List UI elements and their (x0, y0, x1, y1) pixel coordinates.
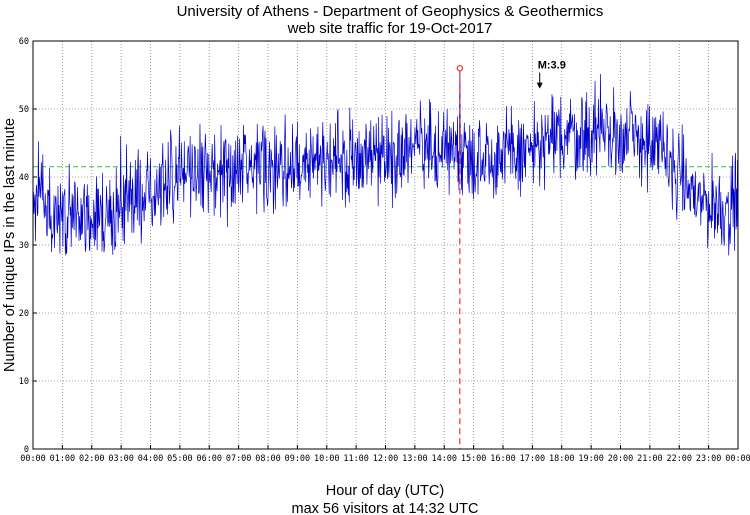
y-tick-labels: 0 10 20 30 40 50 60 (19, 37, 37, 455)
x-tick-label: 21:00 (637, 454, 663, 464)
x-tick-label: 02:00 (79, 454, 105, 464)
x-tick-label: 12:00 (373, 454, 399, 464)
x-tick-label: 11:00 (343, 454, 369, 464)
x-tick-label: 16:00 (490, 454, 516, 464)
annotation-label: M:3.9 (538, 60, 566, 72)
peak-marker (456, 64, 464, 449)
x-tick-label: 13:00 (402, 454, 428, 464)
x-tick-label: 07:00 (226, 454, 252, 464)
x-tick-label: 04:00 (138, 454, 164, 464)
y-tick-label: 30 (19, 241, 29, 251)
y-tick-label: 60 (19, 37, 29, 47)
annotation: M:3.9 (536, 60, 566, 89)
x-tick-label: 15:00 (461, 454, 487, 464)
chart-subtitle: web site traffic for 19-Oct-2017 (287, 20, 493, 37)
peak-point (456, 64, 464, 72)
y-tick-label: 50 (19, 105, 29, 115)
max-visitors-note: max 56 visitors at 14:32 UTC (292, 501, 479, 515)
x-tick-labels: 00:00 01:00 02:00 03:00 04:00 05:00 06:00 07:00… (20, 445, 750, 464)
x-tick-label: 14:00 (431, 454, 457, 464)
x-tick-label: 22:00 (666, 454, 692, 464)
x-tick-label: 03:00 (108, 454, 134, 464)
x-tick-label: 00:00 (725, 454, 750, 464)
traffic-line (32, 68, 739, 256)
x-tick-label: 23:00 (696, 454, 722, 464)
x-axis-label: Hour of day (UTC) (326, 483, 444, 499)
x-tick-label: 06:00 (196, 454, 222, 464)
chart-title: University of Athens - Department of Geo… (177, 3, 604, 20)
x-tick-label: 08:00 (255, 454, 281, 464)
y-tick-label: 0 (24, 445, 29, 455)
x-tick-label: 10:00 (314, 454, 340, 464)
x-tick-label: 18:00 (549, 454, 575, 464)
x-tick-label: 20:00 (608, 454, 634, 464)
x-tick-label: 01:00 (50, 454, 76, 464)
x-tick-label: 05:00 (167, 454, 193, 464)
y-axis-label: Number of unique IPs in the last minute (2, 118, 18, 372)
y-tick-label: 10 (19, 377, 29, 387)
annotation-arrowhead (536, 82, 543, 89)
x-tick-label: 17:00 (520, 454, 546, 464)
x-tick-label: 19:00 (578, 454, 604, 464)
y-tick-label: 20 (19, 309, 29, 319)
x-tick-label: 00:00 (20, 454, 46, 464)
y-tick-label: 40 (19, 173, 29, 183)
grid (33, 41, 738, 449)
plot-frame (32, 40, 739, 450)
traffic-series (32, 68, 739, 256)
x-tick-label: 09:00 (285, 454, 311, 464)
